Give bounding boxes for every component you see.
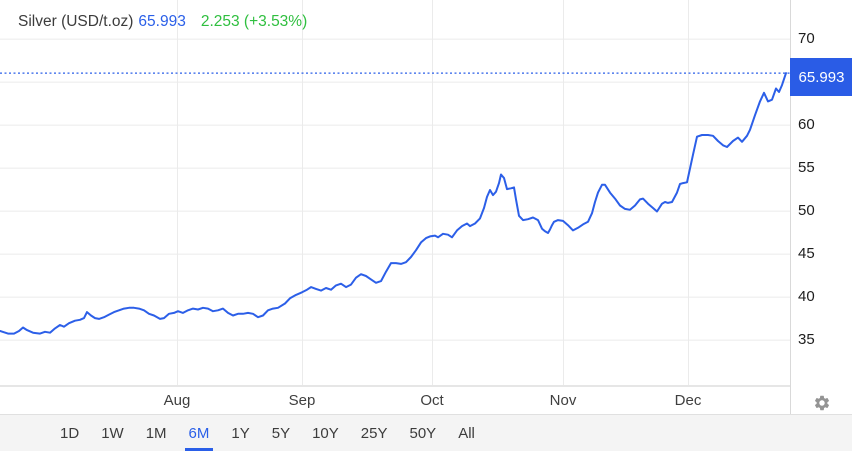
range-button-1y[interactable]: 1Y [231,424,250,442]
y-axis-tick-label: 45 [798,244,815,262]
last-price-badge: 65.993 [790,58,852,96]
settings-gear-icon[interactable] [813,394,831,412]
range-button-25y[interactable]: 25Y [360,424,388,442]
range-button-5y[interactable]: 5Y [271,424,291,442]
instrument-title: Silver (USD/t.oz) [18,13,134,30]
price-change: 2.253 (+3.53%) [200,13,308,30]
y-axis-tick-label: 60 [798,115,815,133]
range-button-10y[interactable]: 10Y [312,424,339,442]
current-price: 65.993 [138,13,186,30]
y-axis: 65.993 35 40 45 50 55 60 70 [790,0,852,414]
chart-plot-area[interactable] [0,0,790,386]
x-axis-month-label: Nov [549,392,577,409]
range-button-1m[interactable]: 1M [145,424,167,442]
range-button-6m[interactable]: 6M [184,415,214,451]
y-axis-tick-label: 50 [798,201,815,219]
range-button-1d[interactable]: 1D [60,424,80,442]
x-axis-month-label: Aug [163,392,191,409]
y-axis-tick-label: 35 [798,330,815,348]
y-axis-tick-label: 70 [798,29,815,47]
range-button-1w[interactable]: 1W [101,424,124,442]
price-line-chart [0,0,790,386]
y-axis-tick-label: 40 [798,287,815,305]
x-axis-month-label: Dec [674,392,702,409]
range-toolbar: 1D 1W 1M 6M 1Y 5Y 10Y 25Y 50Y All [0,414,852,451]
x-axis-month-label: Sep [288,392,316,409]
y-axis-tick-label: 55 [798,158,815,176]
x-axis-month-label: Oct [420,392,444,409]
x-axis: Aug Sep Oct Nov Dec [0,386,790,414]
range-button-50y[interactable]: 50Y [409,424,437,442]
range-button-all[interactable]: All [458,424,475,442]
chart-header: Silver (USD/t.oz) 65.993 2.253 (+3.53%) [18,12,307,32]
